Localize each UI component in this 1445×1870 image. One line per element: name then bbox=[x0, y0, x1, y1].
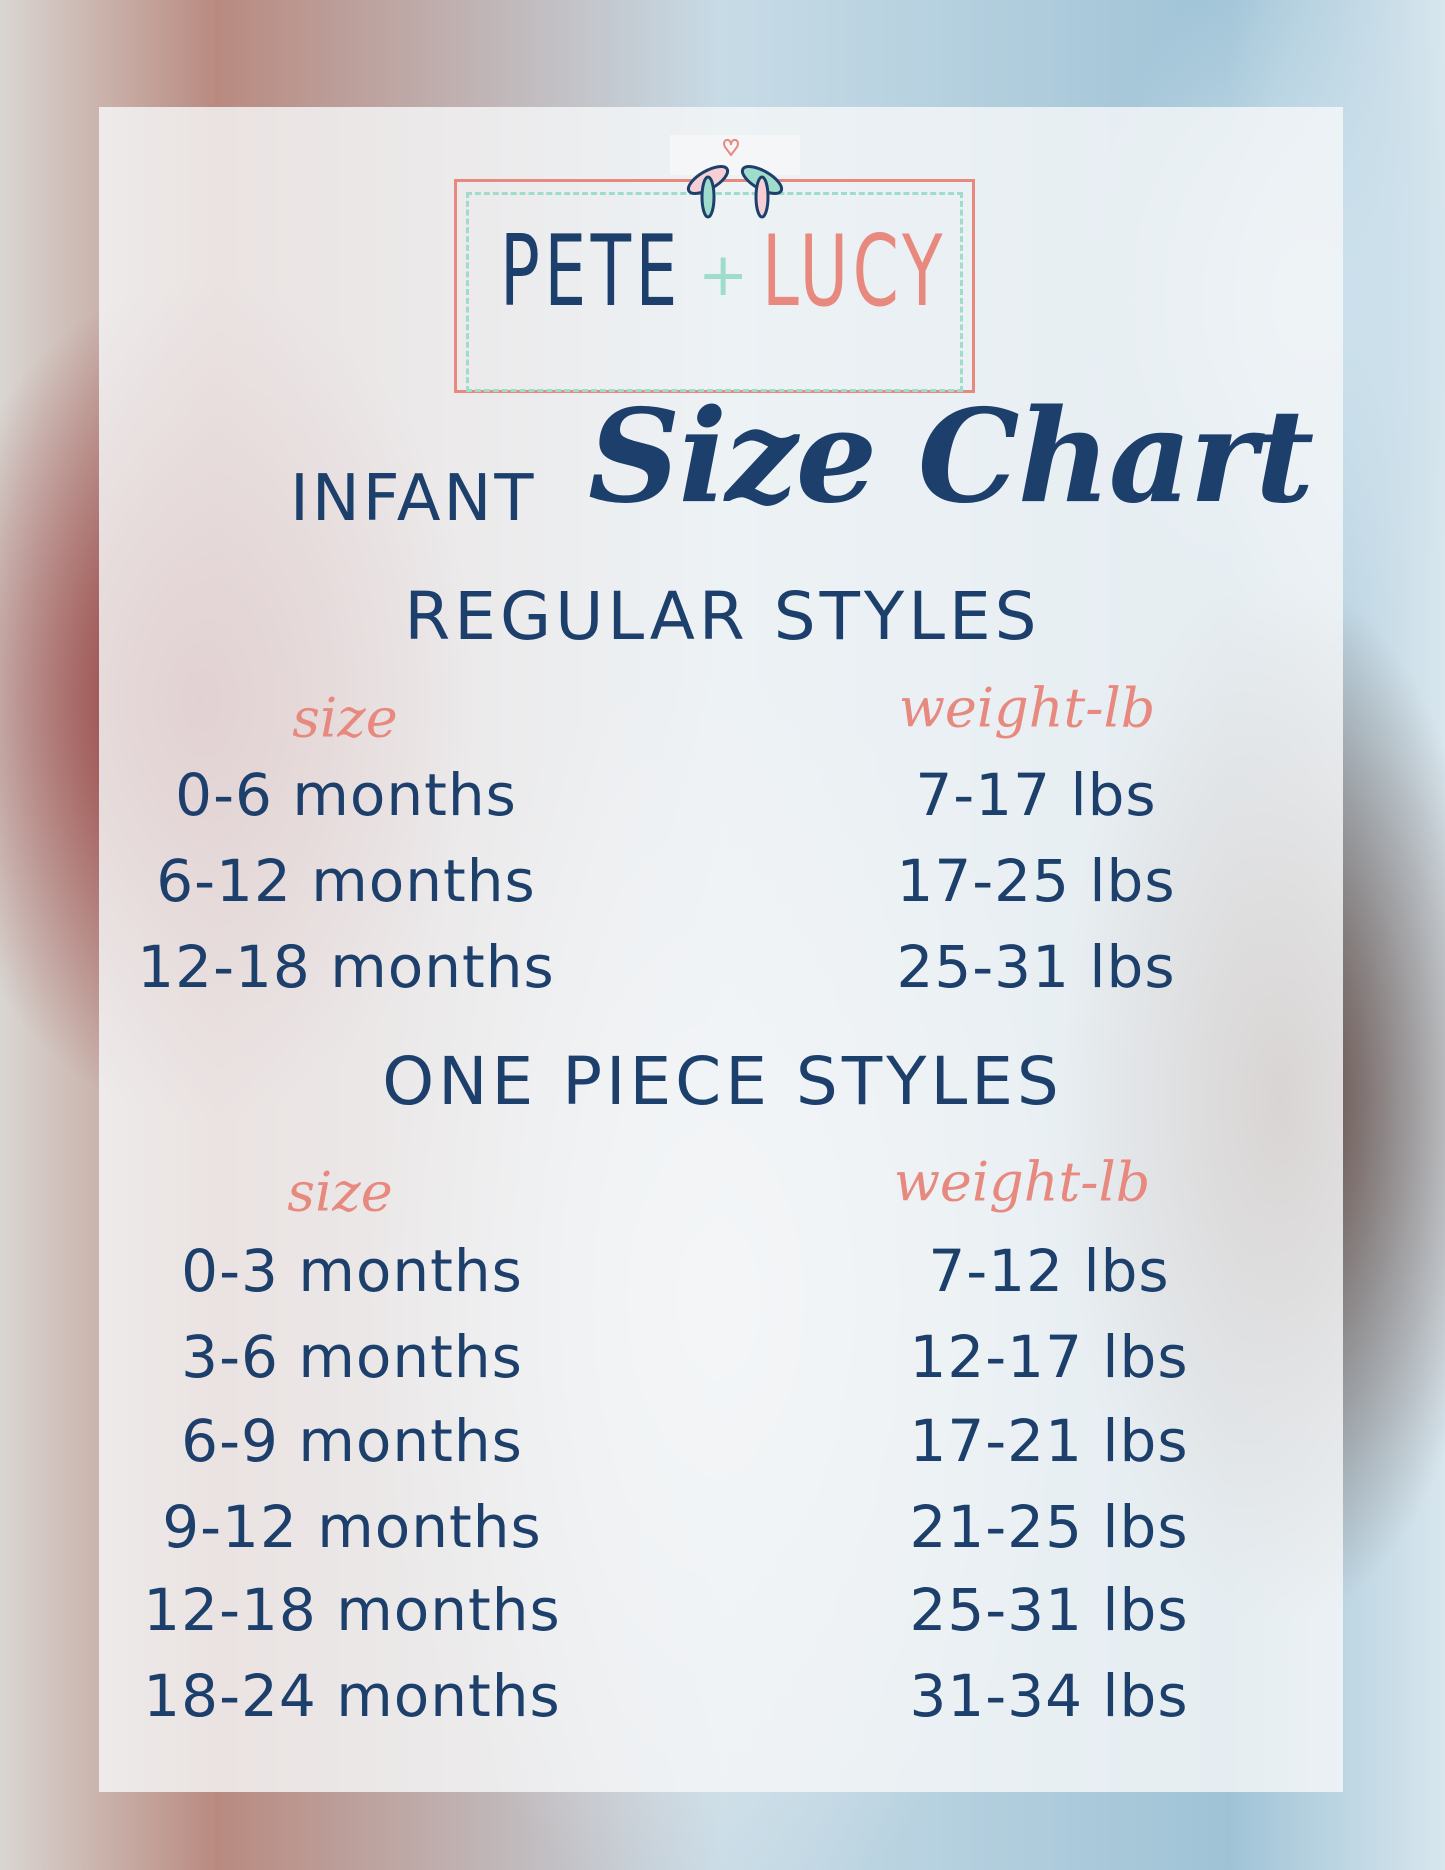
size-cell: 18-24 months bbox=[143, 1662, 561, 1730]
weight-cell: 17-25 lbs bbox=[896, 847, 1176, 915]
one-piece-styles-heading: ONE PIECE STYLES bbox=[382, 1043, 1063, 1120]
regular-size-header: size bbox=[292, 686, 398, 750]
weight-cell: 17-21 lbs bbox=[909, 1407, 1189, 1475]
one-piece-weight-header: weight-lb bbox=[893, 1150, 1151, 1214]
size-cell: 6-9 months bbox=[181, 1407, 523, 1475]
size-cell: 0-6 months bbox=[175, 761, 517, 829]
weight-cell: 7-12 lbs bbox=[928, 1237, 1170, 1305]
weight-cell: 31-34 lbs bbox=[909, 1662, 1189, 1730]
size-cell: 0-3 months bbox=[181, 1237, 523, 1305]
weight-cell: 12-17 lbs bbox=[909, 1323, 1189, 1391]
size-cell: 3-6 months bbox=[181, 1323, 523, 1391]
weight-cell: 25-31 lbs bbox=[896, 933, 1176, 1001]
regular-weight-header: weight-lb bbox=[898, 676, 1156, 740]
weight-cell: 25-31 lbs bbox=[909, 1576, 1189, 1644]
one-piece-size-header: size bbox=[287, 1160, 393, 1224]
logo-plus: + bbox=[698, 240, 749, 310]
logo-pete: PETE bbox=[500, 215, 682, 329]
regular-styles-heading: REGULAR STYLES bbox=[404, 578, 1041, 655]
size-cell: 12-18 months bbox=[143, 1576, 561, 1644]
weight-cell: 21-25 lbs bbox=[909, 1493, 1189, 1561]
dragonfly-icon bbox=[670, 135, 800, 219]
size-cell: 6-12 months bbox=[156, 847, 536, 915]
title-prefix: INFANT bbox=[290, 462, 537, 536]
weight-cell: 7-17 lbs bbox=[915, 761, 1157, 829]
size-chart-panel bbox=[99, 107, 1343, 1792]
logo-lucy: LUCY bbox=[762, 215, 947, 329]
size-cell: 9-12 months bbox=[162, 1493, 542, 1561]
size-cell: 12-18 months bbox=[137, 933, 555, 1001]
page-title: Size Chart bbox=[588, 382, 1314, 532]
